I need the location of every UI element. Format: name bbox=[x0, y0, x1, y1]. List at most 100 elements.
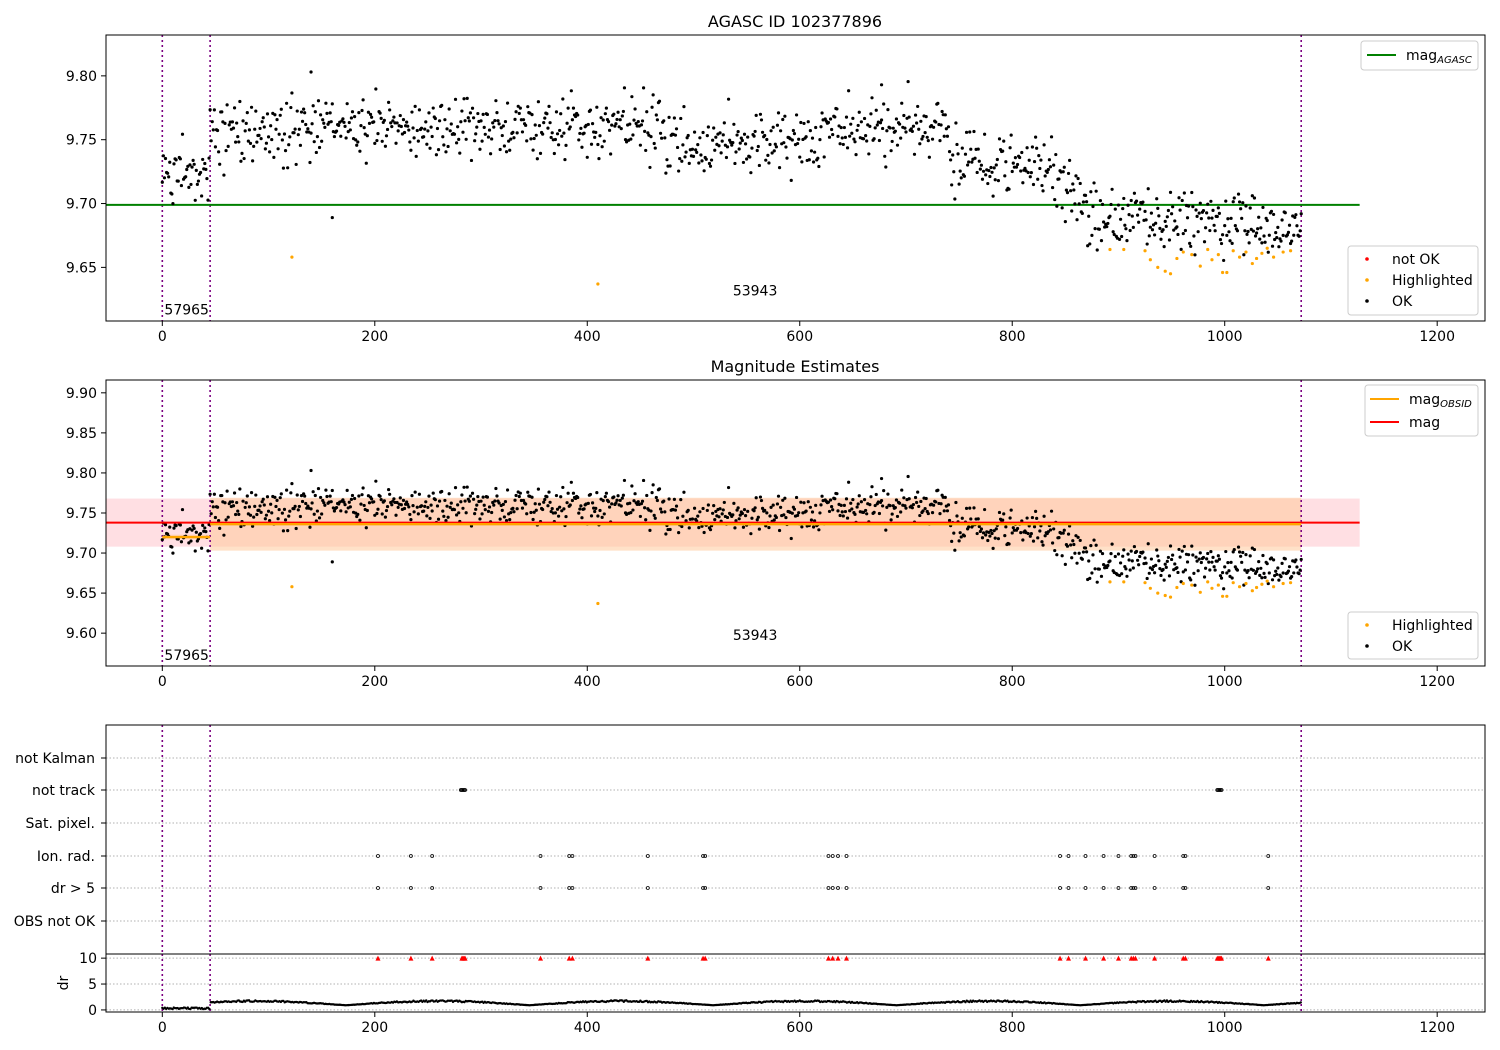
ok-point bbox=[668, 164, 672, 168]
ok-point bbox=[1215, 214, 1219, 219]
ok-point bbox=[972, 129, 976, 134]
ok-point bbox=[299, 110, 304, 114]
ok-point bbox=[957, 539, 961, 543]
obsid-label: 57965 bbox=[164, 648, 209, 664]
highlighted-point bbox=[1181, 250, 1185, 254]
ok-point bbox=[319, 495, 323, 500]
ok-point bbox=[529, 137, 533, 141]
ok-point bbox=[620, 496, 624, 500]
ok-point bbox=[550, 131, 554, 135]
ok-point bbox=[311, 104, 315, 108]
ok-point bbox=[1045, 170, 1049, 175]
ok-point bbox=[847, 89, 851, 93]
ok-point bbox=[207, 156, 211, 160]
ok-point bbox=[616, 494, 620, 498]
ok-point bbox=[1188, 241, 1192, 245]
ok-point bbox=[1287, 565, 1292, 569]
ok-point bbox=[386, 100, 391, 104]
highlighted-point bbox=[1198, 264, 1202, 268]
ok-point bbox=[1053, 197, 1057, 202]
ok-point bbox=[365, 134, 369, 138]
ok-point bbox=[879, 83, 884, 87]
ok-point bbox=[542, 500, 546, 504]
ok-point bbox=[189, 539, 193, 543]
ok-point bbox=[1244, 204, 1248, 208]
ok-point bbox=[1075, 561, 1079, 565]
ok-point bbox=[1222, 587, 1226, 591]
ok-point bbox=[264, 513, 269, 517]
ok-point bbox=[359, 123, 363, 128]
legend-label: OK bbox=[1392, 294, 1413, 310]
ok-point bbox=[705, 508, 709, 513]
ok-point bbox=[855, 505, 859, 509]
ok-point bbox=[1078, 538, 1082, 543]
ok-point bbox=[431, 491, 435, 495]
ok-point bbox=[800, 525, 804, 529]
ok-point bbox=[268, 150, 272, 154]
panel2-title: Magnitude Estimates bbox=[711, 357, 880, 376]
ok-point bbox=[658, 507, 663, 511]
ok-point bbox=[614, 122, 618, 126]
ok-point bbox=[862, 116, 867, 121]
ok-point bbox=[869, 495, 873, 499]
ok-point bbox=[440, 489, 444, 494]
ok-point bbox=[695, 150, 699, 154]
ok-point bbox=[818, 511, 822, 515]
flag-point bbox=[645, 886, 650, 890]
highlighted-point bbox=[1271, 255, 1276, 259]
ok-point bbox=[1275, 236, 1279, 240]
ok-point bbox=[479, 499, 483, 503]
ok-point bbox=[1001, 149, 1005, 153]
ok-point bbox=[861, 510, 866, 515]
ok-point bbox=[986, 538, 990, 543]
ok-point bbox=[564, 143, 568, 148]
ok-point bbox=[577, 138, 581, 142]
ok-point bbox=[777, 528, 782, 533]
ok-point bbox=[822, 155, 826, 159]
ok-point bbox=[950, 539, 954, 543]
ok-point bbox=[241, 499, 245, 503]
ok-point bbox=[1028, 534, 1032, 538]
ok-point bbox=[497, 501, 501, 505]
ok-point bbox=[980, 177, 985, 181]
ok-point bbox=[1032, 525, 1037, 529]
ok-point bbox=[1218, 238, 1223, 242]
ok-point bbox=[1065, 191, 1070, 195]
ok-point bbox=[160, 180, 164, 184]
ok-point bbox=[342, 120, 346, 124]
ok-point bbox=[536, 100, 540, 104]
ok-point bbox=[738, 141, 742, 145]
ok-point bbox=[433, 498, 437, 502]
ok-point bbox=[425, 142, 429, 146]
ok-point bbox=[223, 121, 227, 125]
ok-point bbox=[629, 510, 633, 515]
ok-point bbox=[1251, 568, 1255, 572]
ok-point bbox=[1269, 556, 1274, 560]
ok-point bbox=[632, 118, 636, 122]
ok-point bbox=[1243, 229, 1247, 233]
ok-point bbox=[1130, 559, 1134, 563]
ok-point bbox=[811, 160, 816, 164]
ok-point bbox=[746, 135, 750, 139]
ok-point bbox=[372, 500, 376, 504]
flag-point bbox=[1133, 886, 1138, 890]
ok-point bbox=[309, 70, 313, 74]
ok-point bbox=[298, 143, 303, 147]
ok-point bbox=[364, 161, 368, 165]
flag-point bbox=[703, 886, 708, 890]
ok-point bbox=[442, 143, 446, 147]
ok-point bbox=[959, 176, 963, 180]
ok-point bbox=[364, 526, 368, 530]
ok-point bbox=[700, 524, 704, 528]
ok-point bbox=[1137, 563, 1141, 567]
flag-point bbox=[1266, 886, 1271, 890]
ok-point bbox=[548, 121, 552, 125]
ok-point bbox=[1283, 557, 1287, 561]
ok-point bbox=[1219, 241, 1224, 246]
highlighted-point bbox=[596, 282, 600, 286]
ok-point bbox=[571, 491, 576, 495]
ok-point bbox=[234, 140, 238, 144]
flag-point bbox=[1083, 886, 1088, 890]
ok-point bbox=[750, 516, 754, 520]
ok-point bbox=[1108, 214, 1112, 218]
